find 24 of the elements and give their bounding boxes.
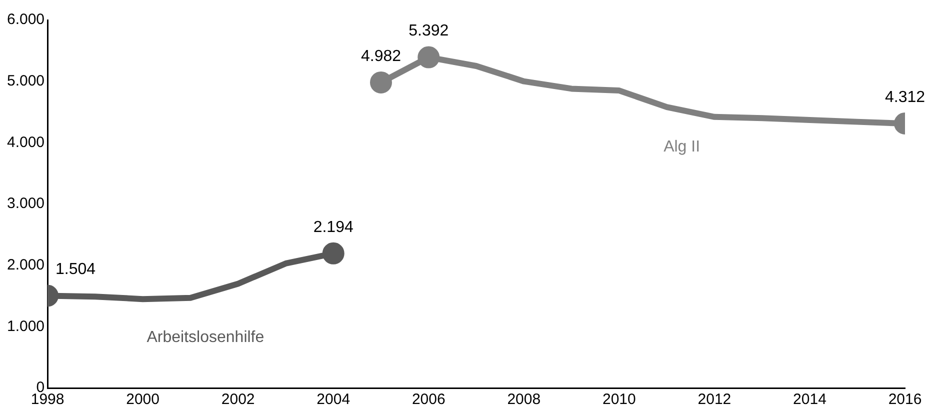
data-label: 5.392 — [408, 22, 449, 40]
x-tick-label: 2014 — [793, 391, 826, 408]
data-label: 4.312 — [884, 88, 926, 106]
y-tick-label: 4.000 — [6, 134, 45, 151]
x-tick-label: 2002 — [221, 391, 255, 408]
x-tick-label: 2006 — [412, 391, 446, 408]
series-label: Arbeitslosenhilfe — [146, 329, 264, 346]
x-tick-label: 2012 — [698, 391, 732, 408]
x-tick-label: 2016 — [888, 391, 922, 408]
y-tick-label: 5.000 — [6, 72, 45, 90]
y-tick-label: 2.000 — [6, 256, 45, 274]
x-tick-label: 2008 — [507, 391, 541, 408]
data-label: 2.194 — [313, 218, 354, 236]
x-tick-label: 2004 — [316, 391, 350, 408]
x-tick-label: 2000 — [126, 391, 160, 408]
y-tick-label: 3.000 — [6, 195, 45, 212]
point — [418, 46, 440, 68]
data-label: 1.504 — [56, 261, 96, 278]
series-label: Alg II — [664, 138, 700, 156]
y-tick-label: 1.000 — [6, 318, 45, 335]
point — [370, 71, 392, 94]
data-label: 4.982 — [360, 48, 402, 65]
x-tick-label: 2010 — [602, 391, 636, 408]
y-tick-label: 6.000 — [6, 11, 45, 28]
